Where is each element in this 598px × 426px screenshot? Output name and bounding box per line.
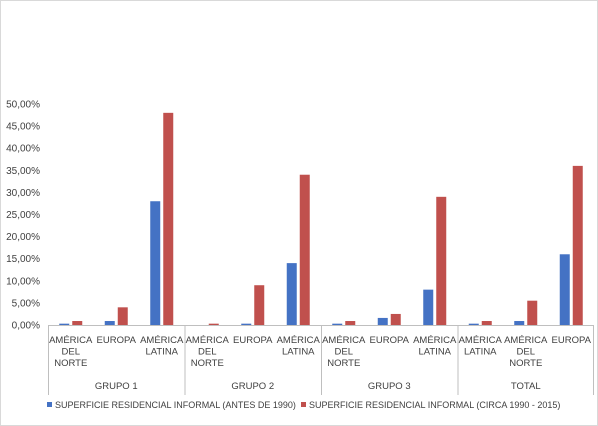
bar-antes-1990 (241, 323, 252, 325)
bar-circa-1990-2015 (299, 174, 310, 325)
bar-antes-1990 (104, 321, 115, 325)
y-tick-label: 40,00% (6, 144, 40, 155)
y-tick-label: 5,00% (12, 298, 40, 309)
legend-label: SUPERFICIE RESIDENCIAL INFORMAL (CIRCA 1… (309, 400, 560, 410)
category-label: EUROPA (233, 335, 273, 346)
bar-antes-1990 (559, 254, 570, 325)
bar-antes-1990 (286, 263, 297, 325)
category-label: AMÉRICA (504, 335, 548, 346)
bar-circa-1990-2015 (345, 321, 356, 325)
category-label: AMÉRICA (186, 335, 230, 346)
category-label: AMÉRICA (413, 335, 457, 346)
bar-antes-1990 (514, 321, 525, 325)
legend-label: SUPERFICIE RESIDENCIAL INFORMAL (ANTES D… (55, 400, 296, 410)
group-label: GRUPO 1 (95, 381, 138, 392)
category-label: NORTE (327, 358, 360, 369)
category-label: EUROPA (552, 335, 592, 346)
y-tick-label: 15,00% (6, 254, 40, 265)
bar-circa-1990-2015 (481, 321, 492, 325)
category-label: NORTE (191, 358, 224, 369)
category-label: EUROPA (370, 335, 410, 346)
bar-antes-1990 (150, 201, 161, 325)
group-label: TOTAL (511, 381, 541, 392)
category-label: EUROPA (97, 335, 137, 346)
bar-antes-1990 (468, 323, 479, 325)
y-tick-label: 25,00% (6, 210, 40, 221)
category-label: DEL (198, 347, 216, 358)
legend-swatch (301, 402, 306, 407)
bar-antes-1990 (332, 323, 343, 325)
bar-circa-1990-2015 (254, 285, 265, 325)
y-tick-label: 20,00% (6, 232, 40, 243)
category-label: LATINA (418, 347, 451, 358)
bar-circa-1990-2015 (208, 323, 219, 325)
bar-antes-1990 (423, 289, 434, 325)
bar-circa-1990-2015 (527, 300, 538, 325)
category-label: NORTE (54, 358, 87, 369)
bar-circa-1990-2015 (117, 307, 128, 325)
y-tick-label: 35,00% (6, 166, 40, 177)
bar-antes-1990 (377, 317, 388, 325)
category-label: AMÉRICA (277, 335, 321, 346)
y-tick-label: 45,00% (6, 122, 40, 133)
y-tick-label: 10,00% (6, 276, 40, 287)
category-label: LATINA (282, 347, 315, 358)
category-label: AMÉRICA (140, 335, 184, 346)
category-label: LATINA (464, 347, 497, 358)
bar-circa-1990-2015 (390, 313, 401, 325)
category-label: DEL (517, 347, 535, 358)
bar-circa-1990-2015 (436, 196, 447, 325)
bar-circa-1990-2015 (572, 165, 583, 325)
bar-circa-1990-2015 (163, 112, 174, 325)
bar-antes-1990 (59, 323, 70, 325)
group-label: GRUPO 2 (231, 381, 274, 392)
y-tick-label: 0,00% (12, 321, 40, 332)
category-label: AMÉRICA (459, 335, 503, 346)
y-tick-label: 50,00% (6, 100, 40, 111)
category-label: AMÉRICA (49, 335, 93, 346)
category-label: DEL (62, 347, 80, 358)
bar-circa-1990-2015 (72, 321, 83, 325)
category-label: AMÉRICA (322, 335, 366, 346)
group-label: GRUPO 3 (368, 381, 411, 392)
y-tick-label: 30,00% (6, 188, 40, 199)
category-label: LATINA (145, 347, 178, 358)
category-label: DEL (335, 347, 353, 358)
legend-swatch (47, 402, 52, 407)
category-label: NORTE (509, 358, 542, 369)
